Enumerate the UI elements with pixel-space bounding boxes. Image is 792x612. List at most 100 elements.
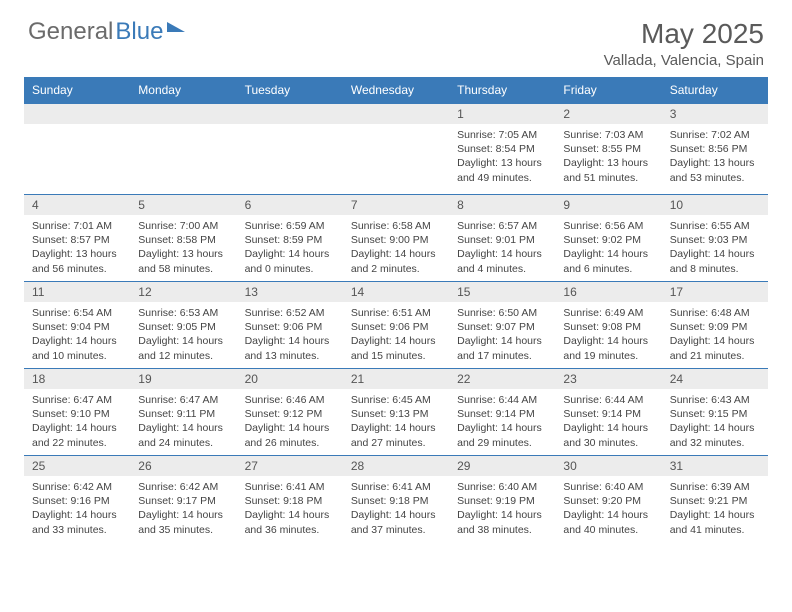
day-content: Sunrise: 6:52 AMSunset: 9:06 PMDaylight:…	[237, 302, 343, 368]
day-cell: 29Sunrise: 6:40 AMSunset: 9:19 PMDayligh…	[449, 456, 555, 543]
day-cell: 25Sunrise: 6:42 AMSunset: 9:16 PMDayligh…	[24, 456, 130, 543]
day-number: 11	[24, 282, 130, 302]
day-cell: 13Sunrise: 6:52 AMSunset: 9:06 PMDayligh…	[237, 282, 343, 369]
day-content	[24, 124, 130, 194]
sunrise-line: Sunrise: 7:02 AM	[670, 128, 760, 142]
day-number: 18	[24, 369, 130, 389]
sunrise-line: Sunrise: 6:40 AM	[563, 480, 653, 494]
sunset-line: Sunset: 9:02 PM	[563, 233, 653, 247]
day-content: Sunrise: 6:50 AMSunset: 9:07 PMDaylight:…	[449, 302, 555, 368]
day-number: 29	[449, 456, 555, 476]
sunrise-line: Sunrise: 6:45 AM	[351, 393, 441, 407]
day-cell: 2Sunrise: 7:03 AMSunset: 8:55 PMDaylight…	[555, 104, 661, 195]
day-content: Sunrise: 6:53 AMSunset: 9:05 PMDaylight:…	[130, 302, 236, 368]
dayhead-thursday: Thursday	[449, 77, 555, 104]
sunset-line: Sunset: 8:58 PM	[138, 233, 228, 247]
daylight-line: Daylight: 13 hours and 56 minutes.	[32, 247, 122, 275]
day-cell: 5Sunrise: 7:00 AMSunset: 8:58 PMDaylight…	[130, 195, 236, 282]
daylight-line: Daylight: 14 hours and 41 minutes.	[670, 508, 760, 536]
sunrise-line: Sunrise: 6:41 AM	[245, 480, 335, 494]
day-number: 23	[555, 369, 661, 389]
sunset-line: Sunset: 8:54 PM	[457, 142, 547, 156]
day-number: 6	[237, 195, 343, 215]
day-content: Sunrise: 6:58 AMSunset: 9:00 PMDaylight:…	[343, 215, 449, 281]
sunset-line: Sunset: 9:20 PM	[563, 494, 653, 508]
day-cell: 19Sunrise: 6:47 AMSunset: 9:11 PMDayligh…	[130, 369, 236, 456]
day-number: 7	[343, 195, 449, 215]
day-cell: 26Sunrise: 6:42 AMSunset: 9:17 PMDayligh…	[130, 456, 236, 543]
day-number: 12	[130, 282, 236, 302]
day-cell: 1Sunrise: 7:05 AMSunset: 8:54 PMDaylight…	[449, 104, 555, 195]
sunset-line: Sunset: 9:11 PM	[138, 407, 228, 421]
logo: GeneralBlue	[28, 18, 185, 46]
daylight-line: Daylight: 14 hours and 6 minutes.	[563, 247, 653, 275]
day-content: Sunrise: 6:59 AMSunset: 8:59 PMDaylight:…	[237, 215, 343, 281]
sunrise-line: Sunrise: 6:50 AM	[457, 306, 547, 320]
day-cell	[343, 104, 449, 195]
sunrise-line: Sunrise: 6:43 AM	[670, 393, 760, 407]
sunrise-line: Sunrise: 6:53 AM	[138, 306, 228, 320]
day-number: 9	[555, 195, 661, 215]
day-content: Sunrise: 6:57 AMSunset: 9:01 PMDaylight:…	[449, 215, 555, 281]
sunset-line: Sunset: 8:59 PM	[245, 233, 335, 247]
day-cell: 24Sunrise: 6:43 AMSunset: 9:15 PMDayligh…	[662, 369, 768, 456]
sunset-line: Sunset: 9:09 PM	[670, 320, 760, 334]
day-content: Sunrise: 7:01 AMSunset: 8:57 PMDaylight:…	[24, 215, 130, 281]
day-number: 25	[24, 456, 130, 476]
day-content: Sunrise: 6:46 AMSunset: 9:12 PMDaylight:…	[237, 389, 343, 455]
daylight-line: Daylight: 14 hours and 30 minutes.	[563, 421, 653, 449]
sunrise-line: Sunrise: 6:48 AM	[670, 306, 760, 320]
sunrise-line: Sunrise: 7:00 AM	[138, 219, 228, 233]
day-number: 10	[662, 195, 768, 215]
day-cell: 10Sunrise: 6:55 AMSunset: 9:03 PMDayligh…	[662, 195, 768, 282]
day-cell: 21Sunrise: 6:45 AMSunset: 9:13 PMDayligh…	[343, 369, 449, 456]
day-content: Sunrise: 6:44 AMSunset: 9:14 PMDaylight:…	[449, 389, 555, 455]
day-content: Sunrise: 6:42 AMSunset: 9:17 PMDaylight:…	[130, 476, 236, 542]
daylight-line: Daylight: 14 hours and 8 minutes.	[670, 247, 760, 275]
header: GeneralBlue May 2025 Vallada, Valencia, …	[0, 0, 792, 77]
day-number: 5	[130, 195, 236, 215]
daylight-line: Daylight: 14 hours and 4 minutes.	[457, 247, 547, 275]
day-number: 21	[343, 369, 449, 389]
day-cell: 4Sunrise: 7:01 AMSunset: 8:57 PMDaylight…	[24, 195, 130, 282]
day-number: 24	[662, 369, 768, 389]
sunrise-line: Sunrise: 6:46 AM	[245, 393, 335, 407]
sunset-line: Sunset: 9:08 PM	[563, 320, 653, 334]
daylight-line: Daylight: 14 hours and 27 minutes.	[351, 421, 441, 449]
dayhead-tuesday: Tuesday	[237, 77, 343, 104]
day-number: 15	[449, 282, 555, 302]
sunset-line: Sunset: 9:01 PM	[457, 233, 547, 247]
sunset-line: Sunset: 9:19 PM	[457, 494, 547, 508]
day-number: 8	[449, 195, 555, 215]
day-content: Sunrise: 6:48 AMSunset: 9:09 PMDaylight:…	[662, 302, 768, 368]
sunset-line: Sunset: 9:07 PM	[457, 320, 547, 334]
sunset-line: Sunset: 8:56 PM	[670, 142, 760, 156]
daylight-line: Daylight: 14 hours and 15 minutes.	[351, 334, 441, 362]
sunset-line: Sunset: 9:10 PM	[32, 407, 122, 421]
sunset-line: Sunset: 9:17 PM	[138, 494, 228, 508]
daylight-line: Daylight: 13 hours and 51 minutes.	[563, 156, 653, 184]
logo-text-part2: Blue	[115, 18, 163, 46]
sunset-line: Sunset: 9:18 PM	[351, 494, 441, 508]
sunset-line: Sunset: 9:21 PM	[670, 494, 760, 508]
sunset-line: Sunset: 9:12 PM	[245, 407, 335, 421]
day-number: 20	[237, 369, 343, 389]
day-content	[237, 124, 343, 194]
sunset-line: Sunset: 9:18 PM	[245, 494, 335, 508]
day-cell: 31Sunrise: 6:39 AMSunset: 9:21 PMDayligh…	[662, 456, 768, 543]
day-cell: 9Sunrise: 6:56 AMSunset: 9:02 PMDaylight…	[555, 195, 661, 282]
day-cell: 12Sunrise: 6:53 AMSunset: 9:05 PMDayligh…	[130, 282, 236, 369]
day-number: 19	[130, 369, 236, 389]
day-content	[343, 124, 449, 194]
day-content: Sunrise: 6:40 AMSunset: 9:20 PMDaylight:…	[555, 476, 661, 542]
daylight-line: Daylight: 14 hours and 24 minutes.	[138, 421, 228, 449]
daylight-line: Daylight: 14 hours and 35 minutes.	[138, 508, 228, 536]
day-cell: 17Sunrise: 6:48 AMSunset: 9:09 PMDayligh…	[662, 282, 768, 369]
title-block: May 2025 Vallada, Valencia, Spain	[604, 18, 764, 69]
triangle-icon	[167, 22, 185, 32]
sunset-line: Sunset: 9:03 PM	[670, 233, 760, 247]
sunrise-line: Sunrise: 6:58 AM	[351, 219, 441, 233]
day-content: Sunrise: 7:02 AMSunset: 8:56 PMDaylight:…	[662, 124, 768, 194]
day-cell: 27Sunrise: 6:41 AMSunset: 9:18 PMDayligh…	[237, 456, 343, 543]
sunset-line: Sunset: 9:05 PM	[138, 320, 228, 334]
